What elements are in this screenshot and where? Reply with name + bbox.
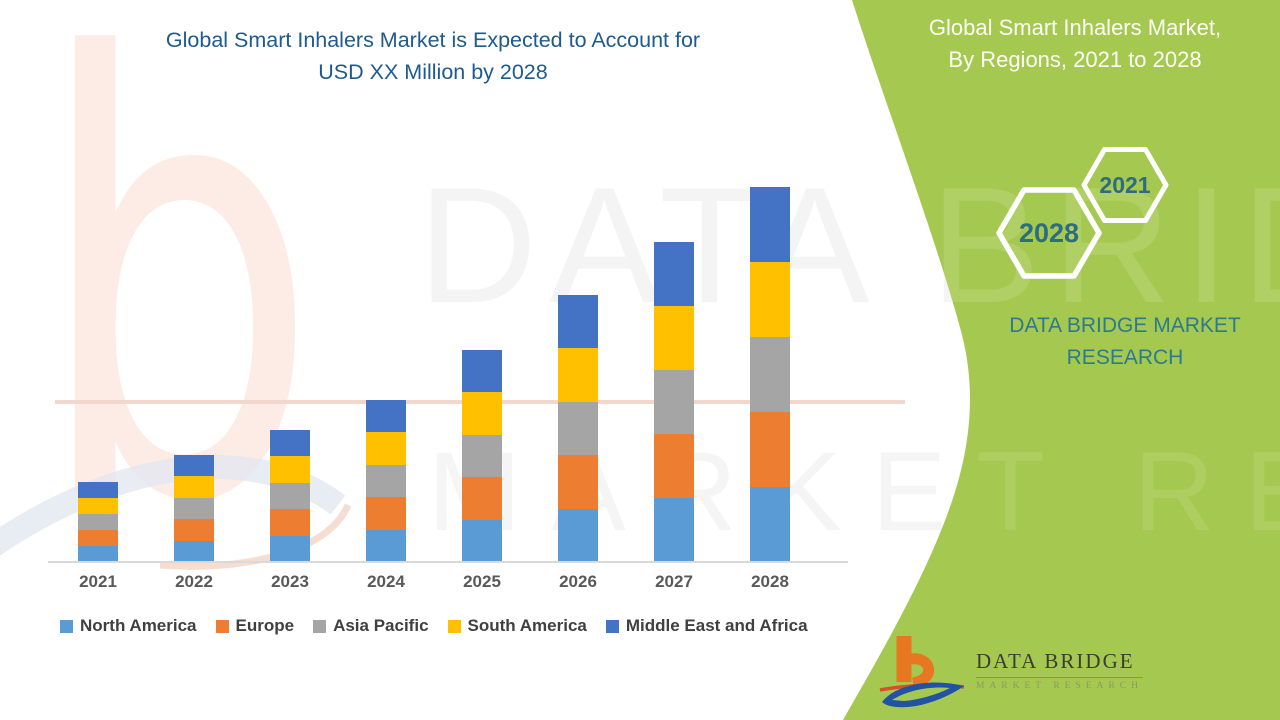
segment-south-america [174,476,214,498]
segment-asia-pacific [558,401,598,455]
segment-europe [750,412,790,487]
segment-south-america [462,392,502,435]
x-axis-label-2022: 2022 [175,572,213,591]
footer-logo: DATA BRIDGE MARKET RESEARCH [878,632,1143,708]
segment-middle-east-and-africa [174,454,214,476]
legend-item-south-america: South America [447,616,587,636]
brand-text-line2: RESEARCH [1066,345,1184,369]
segment-middle-east-and-africa [558,294,598,348]
chart-title: Global Smart Inhalers Market is Expected… [0,24,866,89]
x-axis-label-2024: 2024 [367,572,405,591]
side-panel-heading: Global Smart Inhalers Market, By Regions… [868,12,1280,76]
footer-logo-subtitle: MARKET RESEARCH [976,681,1143,691]
chart-title-line2: USD XX Million by 2028 [318,60,548,85]
legend-label: Middle East and Africa [625,616,808,635]
legend-item-north-america: North America [60,616,197,636]
logo-mark [879,636,965,708]
side-panel-heading-line1: Global Smart Inhalers Market, [928,15,1222,40]
segment-south-america [270,456,310,483]
segment-north-america [654,498,694,562]
segment-asia-pacific [78,514,118,530]
segment-europe [654,434,694,498]
legend-label: Asia Pacific [333,616,429,635]
segment-europe [558,455,598,509]
legend-swatch-icon [313,619,327,633]
brand-text-line1: DATA BRIDGE MARKET [1009,314,1241,337]
segment-asia-pacific [270,482,310,509]
segment-north-america [558,508,598,562]
bar-2025 [462,349,502,562]
legend-label: South America [467,616,587,635]
legend-swatch-icon [60,619,73,633]
hexagon-2028-label: 2028 [1019,218,1079,248]
segment-europe [462,477,502,520]
bar-2027 [654,242,694,562]
hexagon-2028 [996,187,1102,279]
x-axis-label-2026: 2026 [559,572,597,591]
side-panel-heading-line2: By Regions, 2021 to 2028 [948,46,1202,72]
segment-north-america [78,546,118,562]
hexagon-2021 [1081,147,1169,223]
segment-south-america [654,306,694,370]
legend-swatch-icon [215,619,229,633]
segment-middle-east-and-africa [366,399,406,432]
x-axis-label-2021: 2021 [79,572,117,591]
x-axis-line [48,561,848,563]
segment-europe [270,509,310,536]
chart-legend: North America Europe Asia Pacific South Ame… [60,616,808,636]
segment-south-america [750,262,790,337]
segment-europe [366,497,406,530]
segment-middle-east-and-africa [654,242,694,306]
legend-item-europe: Europe [215,616,295,636]
bar-2023 [270,429,310,562]
x-axis-label-2025: 2025 [463,572,501,591]
legend-swatch-icon [447,619,461,633]
segment-north-america [270,535,310,562]
x-axis-label-2027: 2027 [655,572,693,591]
legend-label: Europe [235,616,295,635]
bar-2024 [366,399,406,562]
legend-label: North America [80,616,197,635]
legend-swatch-icon [605,619,619,633]
plot-area [78,187,790,562]
segment-south-america [366,432,406,465]
footer-logo-text: DATA BRIDGE MARKET RESEARCH [976,649,1143,691]
chart-title-line1: Global Smart Inhalers Market is Expected… [165,28,701,52]
segment-north-america [750,487,790,562]
footer-logo-title: DATA BRIDGE [976,649,1143,678]
green-panel-shape [843,0,1280,720]
segment-north-america [174,540,214,562]
segment-north-america [366,529,406,562]
bar-2022 [174,454,214,562]
segment-middle-east-and-africa [270,429,310,456]
segment-asia-pacific [462,434,502,477]
hexagon-2021-label: 2021 [1099,172,1150,198]
bar-2028 [750,187,790,562]
segment-north-america [462,519,502,562]
segment-middle-east-and-africa [750,187,790,262]
brand-text: DATA BRIDGE MARKET RESEARCH [955,310,1280,373]
segment-europe [174,519,214,541]
x-axis-label-2028: 2028 [751,572,789,591]
segment-asia-pacific [174,497,214,519]
segment-south-america [78,498,118,514]
logo-b-bowl-icon [910,653,935,689]
logo-swirl-cut [892,687,950,701]
segment-asia-pacific [366,464,406,497]
segment-middle-east-and-africa [78,482,118,498]
segment-asia-pacific [654,370,694,434]
x-axis-label-2023: 2023 [271,572,309,591]
segment-south-america [558,348,598,402]
bar-2026 [558,294,598,562]
bar-2021 [78,482,118,562]
legend-item-asia-pacific: Asia Pacific [313,616,429,636]
segment-middle-east-and-africa [462,349,502,392]
segment-europe [78,530,118,546]
legend-item-middle-east-and-africa: Middle East and Africa [605,616,808,636]
segment-asia-pacific [750,337,790,412]
